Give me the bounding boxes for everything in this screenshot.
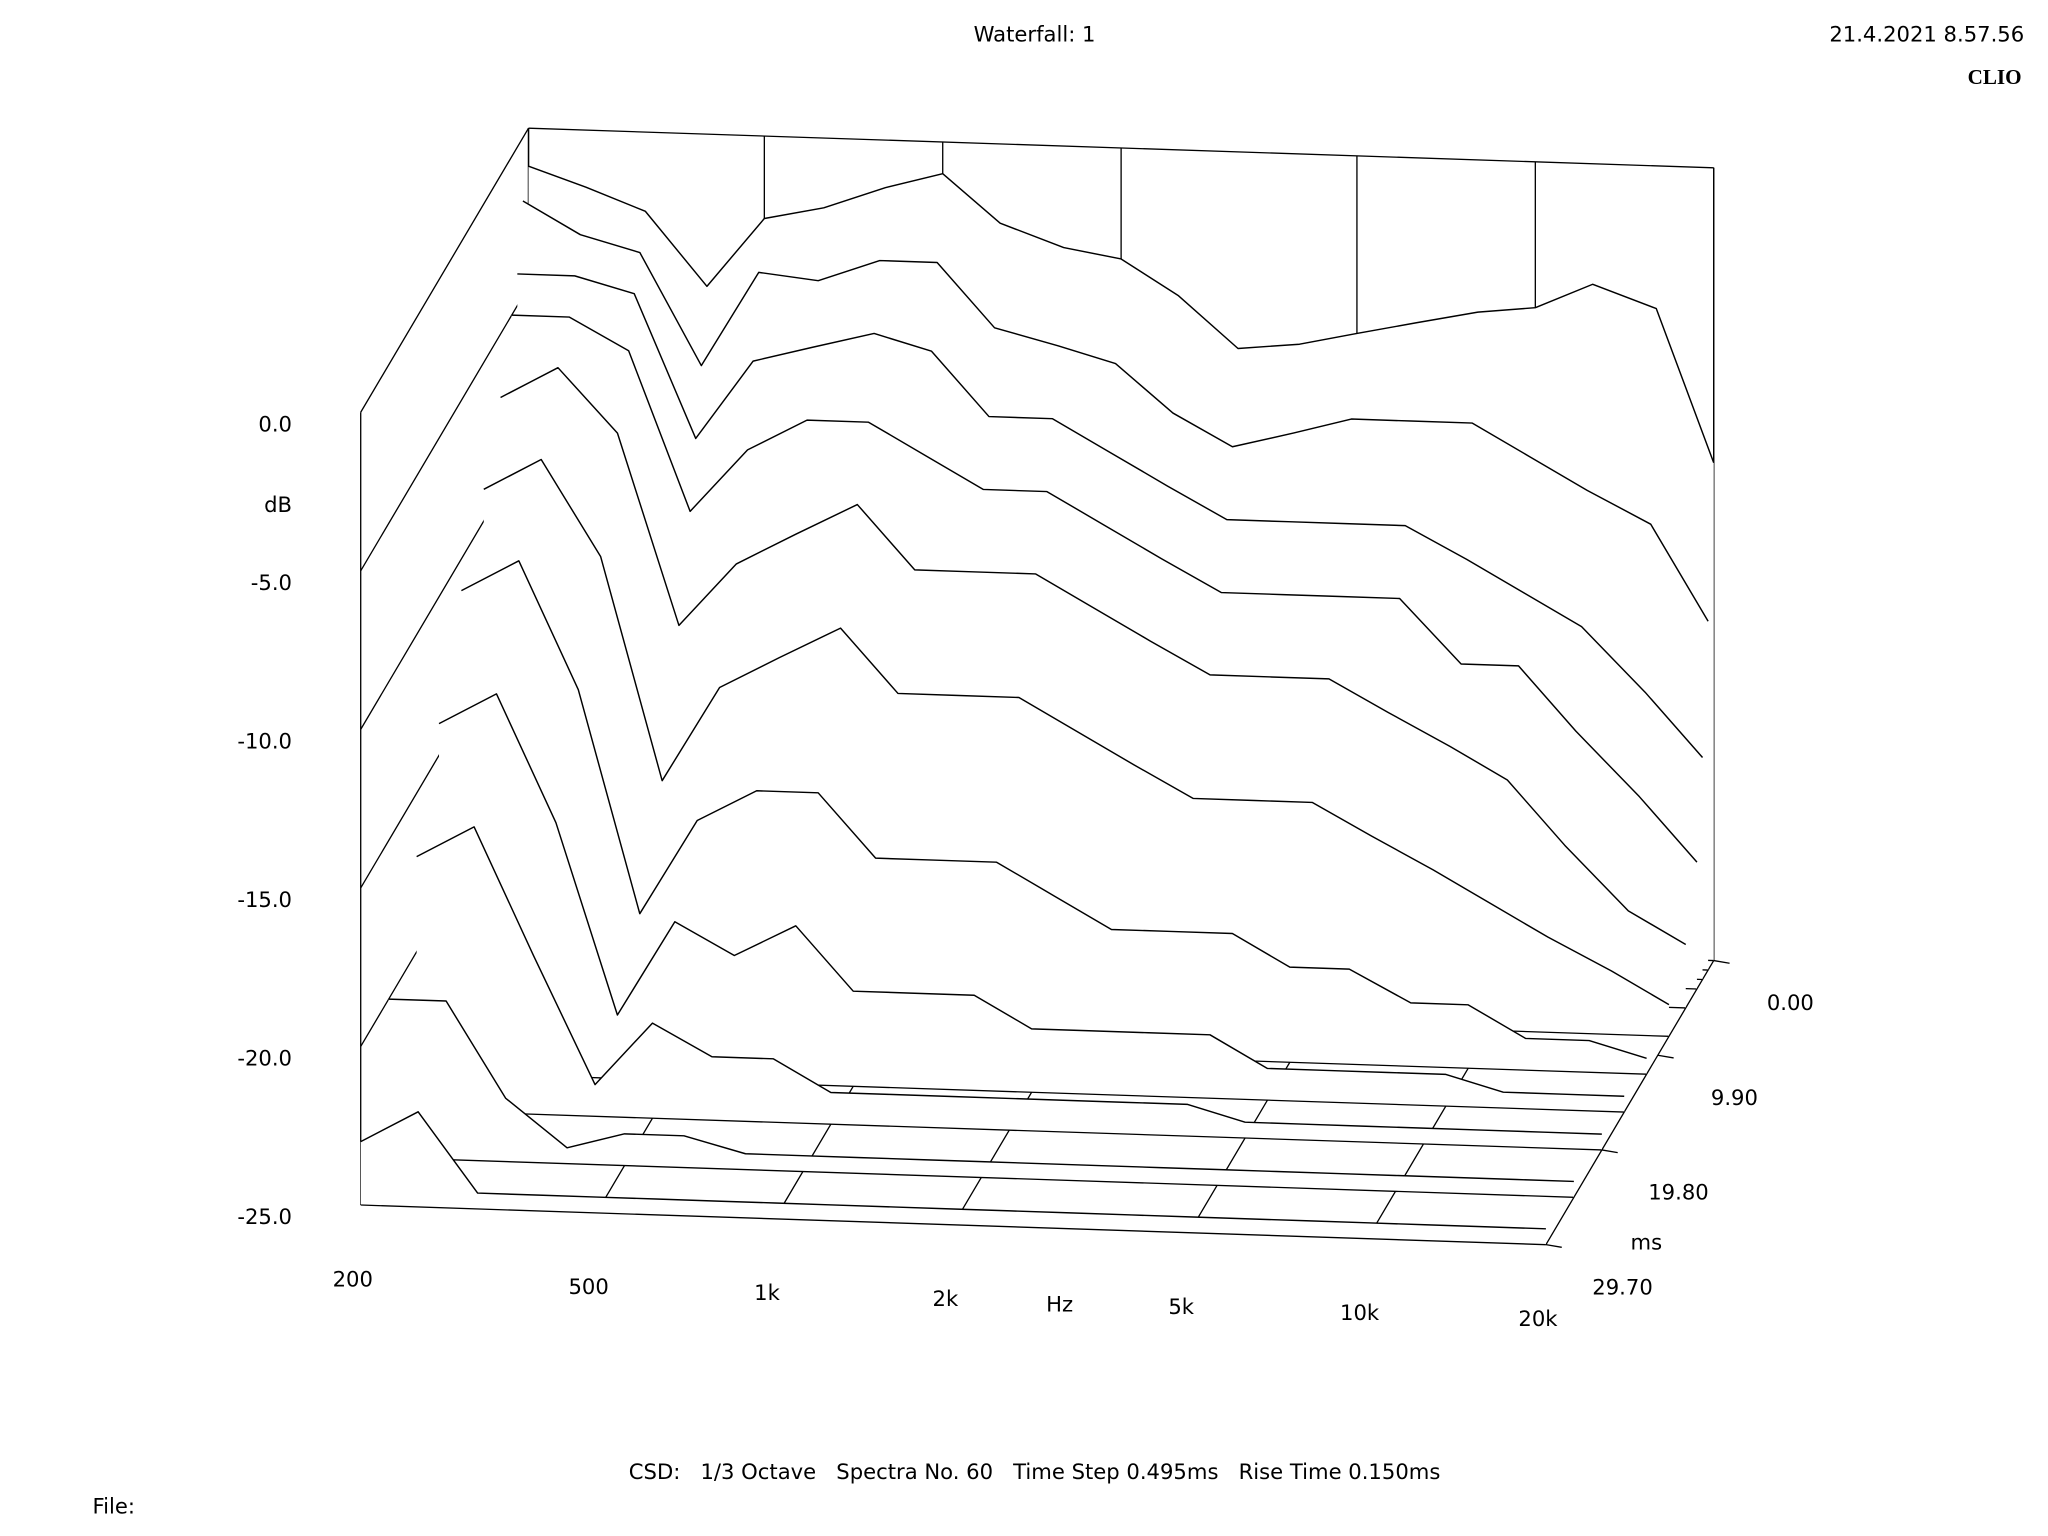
slice-floor (360, 1204, 1546, 1246)
spectrum-slice (517, 273, 1704, 759)
spectrum-slice (461, 560, 1647, 1060)
x-axis-label: Hz (1046, 1291, 1073, 1316)
timestamp: 21.4.2021 8.57.56 (1829, 22, 2024, 47)
spectrum-slice (388, 998, 1574, 1183)
x-tick-label: 1k (754, 1280, 780, 1305)
z-tick-label: 29.70 (1592, 1274, 1652, 1299)
slice-floor (388, 1157, 1574, 1198)
spectrum-slice (416, 826, 1602, 1135)
y-tick-label: -5.0 (251, 570, 292, 595)
spectrum-slice (500, 366, 1687, 946)
y-tick-label: -25.0 (237, 1204, 292, 1229)
spectrum-slice (522, 200, 1709, 622)
z-tick-label: 0.00 (1767, 990, 1814, 1015)
chart-title: Waterfall: 1 (974, 22, 1096, 47)
y-axis-label: dB (264, 492, 292, 517)
file-label: File: (92, 1494, 134, 1519)
slice-fill (388, 999, 1574, 1198)
x-tick-label: 5k (1168, 1294, 1194, 1319)
brand: CLIO (1968, 65, 2022, 89)
slice-fill (439, 693, 1625, 1113)
slice-fill (360, 1111, 1546, 1245)
x-tick-label: 10k (1340, 1300, 1380, 1325)
grid-line (360, 127, 530, 413)
spectrum-slice (511, 314, 1698, 863)
x-tick-label: 200 (333, 1266, 373, 1291)
y-tick-label: -20.0 (237, 1046, 292, 1071)
z-axis-label: ms (1631, 1229, 1663, 1254)
spectrum-slice (438, 693, 1625, 1097)
x-tick-label: 20k (1518, 1306, 1558, 1331)
tick-mark (1601, 1149, 1618, 1154)
grid-line (360, 286, 530, 572)
y-tick-label: -15.0 (237, 887, 292, 912)
slice-fill (416, 826, 1602, 1150)
x-tick-label: 2k (933, 1286, 959, 1311)
y-tick-label: 0.0 (258, 411, 292, 436)
tick-mark (1713, 959, 1730, 964)
tick-mark (1545, 1244, 1562, 1248)
spectrum-slice (483, 458, 1670, 1006)
spectrum-slice (528, 165, 1715, 463)
footer: CSD: 1/3 Octave Spectra No. 60 Time Step… (629, 1459, 1441, 1484)
z-tick-label: 19.80 (1648, 1180, 1708, 1205)
y-tick-label: -10.0 (237, 729, 292, 754)
spectrum-slice (360, 1111, 1546, 1230)
slice-floor (416, 1109, 1602, 1151)
tick-mark (1657, 1054, 1674, 1059)
x-tick-label: 500 (568, 1274, 608, 1299)
z-tick-label: 9.90 (1711, 1085, 1758, 1110)
